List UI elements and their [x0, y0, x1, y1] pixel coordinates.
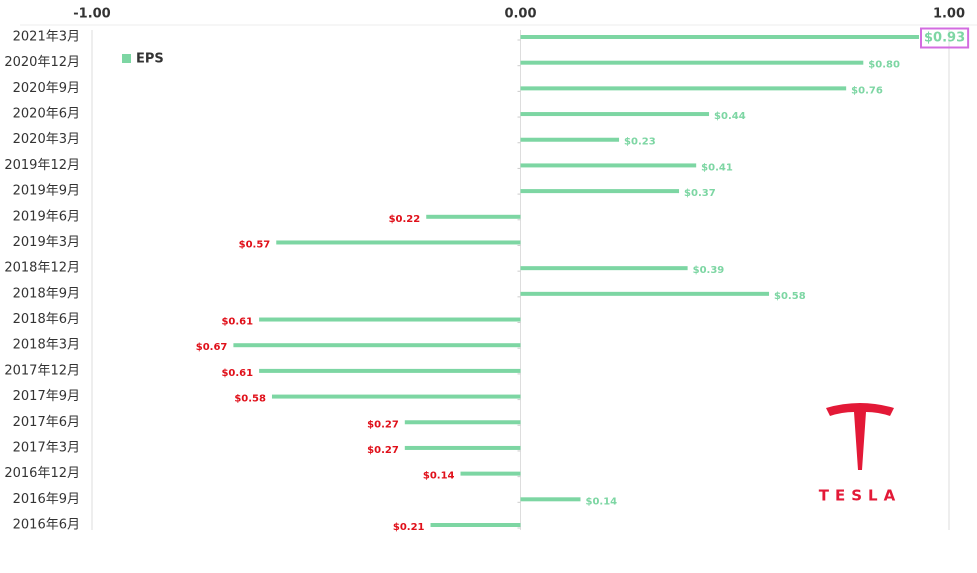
bar [520, 137, 620, 142]
bar [259, 368, 521, 373]
value-label: $0.37 [684, 188, 716, 199]
y-tick-label: 2018年6月 [13, 312, 80, 327]
bar [460, 471, 521, 476]
value-label: $0.44 [714, 111, 746, 122]
y-tick-label: 2020年6月 [13, 107, 80, 122]
y-tick-label: 2016年9月 [13, 492, 80, 507]
y-tick-label: 2018年12月 [4, 261, 80, 276]
y-tick-label: 2016年6月 [13, 518, 80, 533]
value-label: $0.22 [389, 214, 421, 225]
bar [520, 35, 920, 39]
bar [520, 112, 710, 117]
y-tick-label: 2017年9月 [13, 389, 80, 404]
value-label: $0.67 [196, 342, 228, 353]
bar [404, 420, 521, 425]
value-label: $0.58 [774, 291, 806, 302]
value-label: $0.61 [221, 317, 253, 328]
y-tick-label: 2018年3月 [13, 338, 80, 353]
value-label: $0.93 [924, 31, 965, 46]
bar [404, 445, 521, 450]
bar [520, 291, 770, 296]
y-tick-label: 2017年12月 [4, 363, 80, 378]
value-label: $0.27 [367, 419, 399, 430]
legend-swatch [122, 54, 131, 63]
x-tick-label: 1.00 [933, 7, 965, 22]
bar [271, 394, 521, 399]
y-tick-label: 2019年12月 [4, 158, 80, 173]
y-tick-label: 2019年9月 [13, 184, 80, 199]
y-tick-label: 2021年3月 [13, 30, 80, 45]
value-label: $0.39 [693, 265, 725, 276]
value-label: $0.76 [851, 85, 883, 96]
y-tick-label: 2019年6月 [13, 209, 80, 224]
value-label: $0.41 [701, 162, 733, 173]
value-label: $0.80 [868, 60, 900, 71]
bar [520, 266, 688, 271]
bar [520, 60, 864, 65]
bar [276, 240, 521, 245]
bar [520, 189, 680, 194]
value-label: $0.57 [239, 239, 271, 250]
bar [430, 523, 521, 527]
y-tick-label: 2020年3月 [13, 132, 80, 147]
highlight-box [920, 27, 970, 49]
y-tick-label: 2020年9月 [13, 81, 80, 96]
value-label: $0.23 [624, 137, 656, 148]
value-label: $0.14 [585, 496, 617, 507]
logo-mark [826, 403, 894, 470]
bar [520, 497, 581, 502]
bar [520, 86, 847, 91]
value-label: $0.27 [367, 445, 399, 456]
y-tick-label: 2019年3月 [13, 235, 80, 250]
value-label: $0.21 [393, 522, 425, 533]
y-tick-label: 2017年3月 [13, 440, 80, 455]
y-tick-label: 2016年12月 [4, 466, 80, 481]
x-tick-label: -1.00 [73, 7, 110, 22]
y-tick-label: 2020年12月 [4, 55, 80, 70]
y-tick-label: 2017年6月 [13, 415, 80, 430]
bar [259, 317, 521, 322]
logo-text: TESLA [819, 487, 901, 505]
bar [520, 163, 697, 168]
y-tick-label: 2018年9月 [13, 286, 80, 301]
value-label: $0.58 [234, 394, 266, 405]
bar [233, 343, 521, 348]
value-label: $0.61 [221, 368, 253, 379]
bar [426, 214, 521, 219]
x-tick-label: 0.00 [504, 7, 536, 22]
value-label: $0.14 [423, 471, 455, 482]
legend-label: EPS [136, 52, 164, 67]
